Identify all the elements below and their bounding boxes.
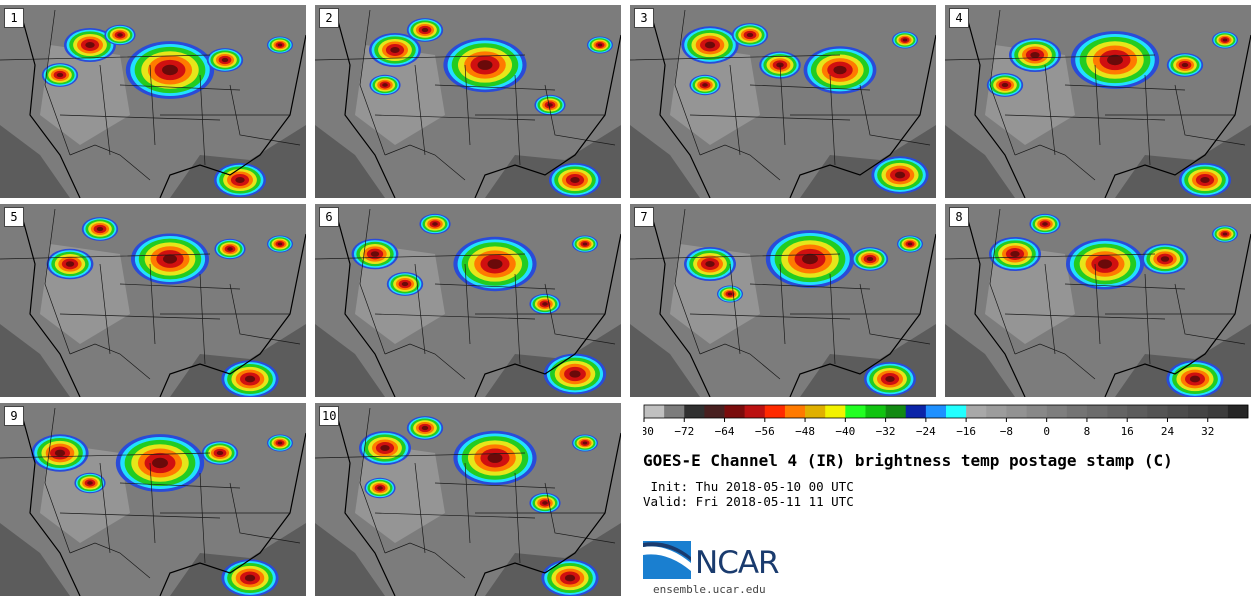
colorbar-tick-label: 16	[1121, 425, 1134, 438]
colorbar-tick-label: −80	[643, 425, 654, 438]
colorbar-swatch	[1207, 405, 1229, 418]
ncar-logo-icon	[643, 541, 691, 579]
colorbar-swatch	[1046, 405, 1068, 418]
colorbar-swatch	[825, 405, 846, 418]
postage-stamp-map: 7	[630, 204, 936, 397]
postage-stamp-map: 4	[945, 5, 1251, 198]
colorbar-tick-label: 8	[1084, 425, 1091, 438]
ncar-logo: NCAR	[643, 541, 803, 581]
colorbar-swatch	[1127, 405, 1148, 418]
valid-time: Valid: Fri 2018-05-11 11 UTC	[643, 494, 854, 509]
postage-stamp-map: 5	[0, 204, 306, 397]
postage-stamp-map: 6	[315, 204, 621, 397]
colorbar-tick-label: −40	[835, 425, 855, 438]
colorbar-tick-label: −72	[674, 425, 694, 438]
colorbar-swatch	[1026, 405, 1047, 418]
satellite-ir-imagery	[0, 5, 306, 198]
satellite-ir-imagery	[630, 5, 936, 198]
colorbar-frame	[643, 404, 1249, 419]
satellite-ir-imagery	[945, 204, 1251, 397]
init-time: Init: Thu 2018-05-10 00 UTC	[643, 479, 854, 494]
colorbar-tick-label: −16	[956, 425, 976, 438]
colorbar-swatch	[1006, 405, 1027, 418]
ncar-logo-text: NCAR	[695, 545, 780, 581]
panel-number: 4	[949, 8, 969, 28]
colorbar-swatch	[885, 405, 907, 418]
colorbar-swatch	[764, 405, 786, 418]
colorbar-swatch	[1167, 405, 1188, 418]
satellite-ir-imagery	[315, 5, 621, 198]
colorbar-swatch	[1066, 405, 1088, 418]
postage-stamp-map: 2	[315, 5, 621, 198]
postage-stamp-map: 8	[945, 204, 1251, 397]
colorbar-tick-label: −8	[1000, 425, 1013, 438]
panel-number: 2	[319, 8, 339, 28]
product-title: GOES-E Channel 4 (IR) brightness temp po…	[643, 451, 1173, 470]
colorbar-swatch	[1086, 405, 1108, 418]
colorbar-swatch	[865, 405, 886, 418]
colorbar-swatch	[724, 405, 745, 418]
colorbar-swatch	[704, 405, 725, 418]
panel-number: 3	[634, 8, 654, 28]
satellite-ir-imagery	[630, 204, 936, 397]
colorbar-tick-label: −48	[795, 425, 815, 438]
satellite-ir-imagery	[0, 204, 306, 397]
panel-number: 6	[319, 207, 339, 227]
colorbar-tick-label: −24	[916, 425, 936, 438]
postage-stamp-map: 3	[630, 5, 936, 198]
postage-stamp-map: 9	[0, 403, 306, 596]
colorbar-swatch	[1187, 405, 1209, 418]
colorbar-swatch	[784, 405, 806, 418]
colorbar-swatch	[744, 405, 766, 418]
panel-number: 7	[634, 207, 654, 227]
colorbar-tick-label: −64	[715, 425, 735, 438]
postage-stamp-map: 10	[315, 403, 621, 596]
colorbar-tick-label: 32	[1201, 425, 1214, 438]
panel-number: 10	[319, 406, 340, 426]
colorbar-tick-label: 24	[1161, 425, 1175, 438]
colorbar-swatch	[1227, 405, 1249, 418]
colorbar-swatch	[1107, 405, 1128, 418]
satellite-ir-imagery	[0, 403, 306, 596]
website-url: ensemble.ucar.edu	[653, 583, 766, 596]
colorbar-swatch	[684, 405, 705, 418]
postage-stamp-map: 1	[0, 5, 306, 198]
panel-number: 8	[949, 207, 969, 227]
satellite-ir-imagery	[315, 403, 621, 596]
colorbar-swatch	[845, 405, 866, 418]
colorbar-tick-label: 0	[1043, 425, 1050, 438]
satellite-ir-imagery	[315, 204, 621, 397]
colorbar-swatch	[664, 405, 685, 418]
colorbar-swatch	[966, 405, 987, 418]
panel-number: 1	[4, 8, 24, 28]
colorbar-tick-label: −56	[755, 425, 775, 438]
panel-number: 5	[4, 207, 24, 227]
colorbar-swatch	[905, 405, 927, 418]
colorbar-swatch	[986, 405, 1007, 418]
colorbar-swatch	[644, 405, 665, 418]
colorbar-tick-label: −32	[876, 425, 896, 438]
panel-number: 9	[4, 406, 24, 426]
colorbar-swatch	[925, 405, 947, 418]
colorbar-swatch	[1147, 405, 1168, 418]
colorbar-swatch	[805, 405, 826, 418]
satellite-ir-imagery	[945, 5, 1251, 198]
colorbar-swatch	[946, 405, 967, 418]
